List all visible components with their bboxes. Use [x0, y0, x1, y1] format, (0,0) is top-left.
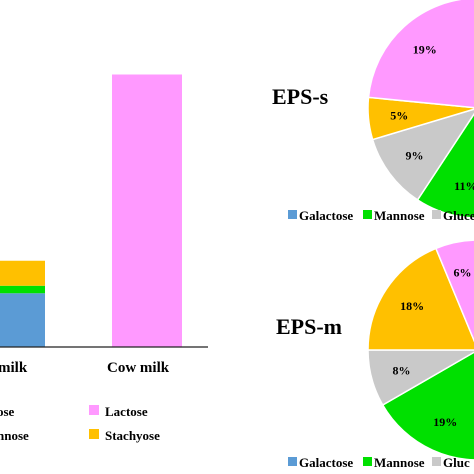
- pie-marks-eps-s: 11% 9% 5% 19%: [367, 0, 474, 219]
- pie2-slice-label-lactose: 6%: [454, 265, 472, 279]
- pie-chart-eps-m: EPS-m 19% 8% 18% 6% Galactose Mannose Gluc: [276, 239, 474, 470]
- pie2-slice-stachyose: [367, 247, 474, 351]
- category-label-milk: milk: [0, 360, 28, 376]
- pie1-legend-swatch-galactose: [288, 210, 297, 219]
- bar-legend-swatch-lactose: [89, 405, 99, 415]
- bar-legend-label-lactose: Lactose: [105, 404, 148, 419]
- pie1-slice-label-lactose: 19%: [413, 42, 437, 56]
- pie2-slice-label-stachyose: 18%: [400, 299, 424, 313]
- pie2-slice-mannose: [381, 351, 474, 461]
- pie1-slice-lactose: [367, 0, 474, 109]
- bar-cow-milk-lactose: [112, 74, 182, 347]
- bar-chart-panel: milk Cow milk ose Lactose nnose Stachyos…: [0, 74, 208, 443]
- pie2-legend-label-glucose: Gluc: [443, 455, 470, 470]
- pie1-legend-swatch-glucose: [432, 210, 441, 219]
- pie-legend-eps-s: Galactose Mannose Gluce: [288, 208, 474, 223]
- pie-chart-eps-s: EPS-s 11% 9% 5% 19% Galactose Mannose Gluce: [272, 0, 474, 223]
- bar-legend-swatch-stachyose: [89, 429, 99, 439]
- pie1-slice-mannose: [416, 112, 474, 219]
- category-label-cow-milk: Cow milk: [107, 360, 170, 376]
- bar-legend-label-galactose: ose: [0, 404, 15, 419]
- pie-title-eps-s: EPS-s: [272, 84, 329, 109]
- pie-legend-eps-m: Galactose Mannose Gluc: [288, 455, 470, 470]
- pie2-legend-swatch-galactose: [288, 457, 297, 466]
- bar-marks: [0, 74, 182, 347]
- pie1-slice-glucose: [371, 108, 474, 201]
- pie1-legend-swatch-mannose: [363, 210, 372, 219]
- pie1-legend-label-galactose: Galactose: [299, 208, 353, 223]
- pie-title-eps-m: EPS-m: [276, 314, 342, 339]
- pie2-legend-label-mannose: Mannose: [374, 455, 425, 470]
- pie2-legend-swatch-glucose: [432, 457, 441, 466]
- pie2-slice-lactose: [434, 239, 474, 343]
- bar-milk-mannose: [0, 285, 45, 294]
- pie1-legend-label-glucose: Gluce: [443, 208, 474, 223]
- pie1-slice-label-glucose: 9%: [406, 148, 424, 162]
- pie2-slice-label-glucose: 8%: [393, 364, 411, 378]
- bar-legend: ose Lactose nnose Stachyose: [0, 404, 160, 443]
- bar-milk-galactose: [0, 293, 45, 347]
- bar-legend-label-stachyose: Stachyose: [105, 428, 160, 443]
- pie1-slice-label-stachyose: 5%: [390, 109, 408, 123]
- pie2-legend-swatch-mannose: [363, 457, 372, 466]
- pie2-slice-label-mannose: 19%: [433, 415, 457, 429]
- bar-milk-stachyose: [0, 260, 45, 286]
- pie1-legend-label-mannose: Mannose: [374, 208, 425, 223]
- pie-marks-eps-m: 19% 8% 18% 6%: [367, 239, 474, 461]
- pie1-slice-label-mannose: 11%: [454, 179, 474, 193]
- pie2-legend-label-galactose: Galactose: [299, 455, 353, 470]
- bar-legend-label-mannose: nnose: [0, 428, 29, 443]
